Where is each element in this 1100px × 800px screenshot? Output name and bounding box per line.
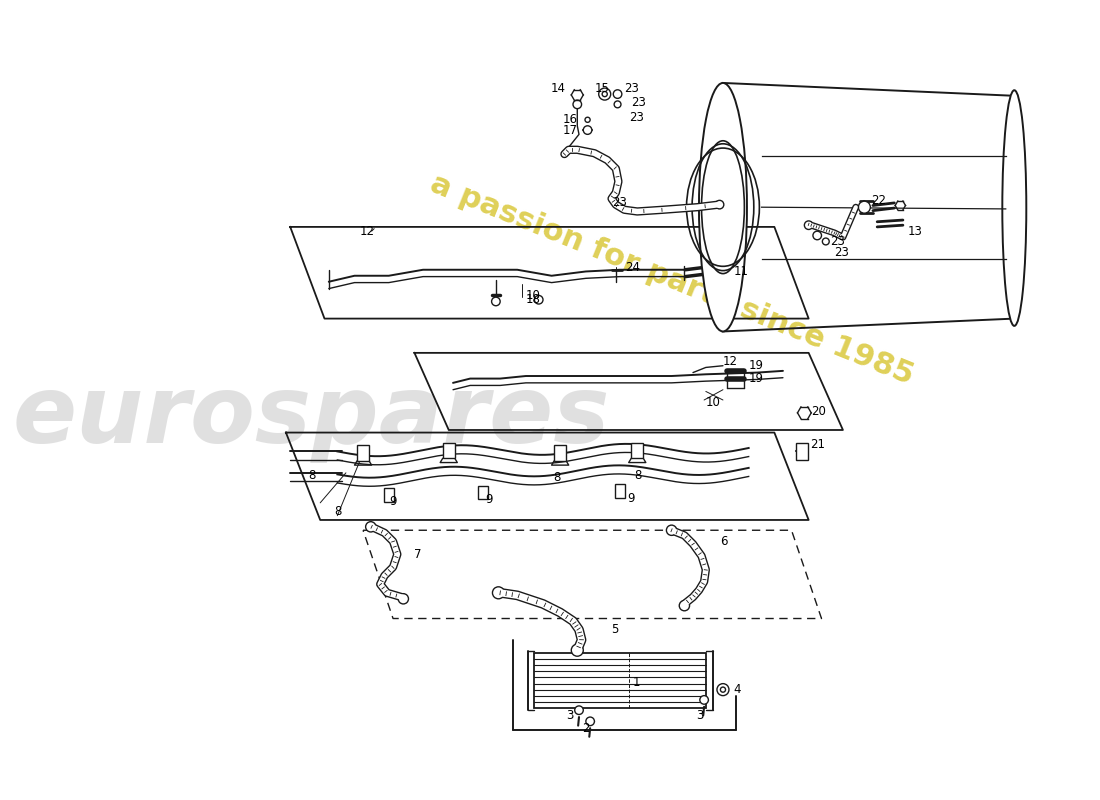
Text: 9: 9 <box>627 492 635 505</box>
Text: 3: 3 <box>566 709 574 722</box>
Text: 15: 15 <box>594 82 609 95</box>
Bar <box>795 443 807 460</box>
Text: 14: 14 <box>550 82 565 95</box>
Circle shape <box>680 601 690 610</box>
Circle shape <box>493 587 505 599</box>
Circle shape <box>535 295 543 304</box>
Ellipse shape <box>1002 90 1026 326</box>
Text: 12: 12 <box>360 225 374 238</box>
Text: 8: 8 <box>309 469 316 482</box>
Bar <box>358 446 370 461</box>
Text: 4: 4 <box>734 683 740 696</box>
Text: 11: 11 <box>734 265 748 278</box>
Text: 23: 23 <box>631 96 646 109</box>
Circle shape <box>583 126 592 134</box>
Text: 9: 9 <box>388 494 396 508</box>
Circle shape <box>720 687 726 692</box>
Circle shape <box>804 221 813 230</box>
Circle shape <box>717 684 729 696</box>
Bar <box>535 653 706 709</box>
Circle shape <box>573 100 582 109</box>
Circle shape <box>586 717 594 726</box>
Text: 5: 5 <box>612 623 619 636</box>
Text: 8: 8 <box>334 505 342 518</box>
Text: 10: 10 <box>526 289 541 302</box>
Circle shape <box>398 594 408 604</box>
Bar <box>631 443 644 458</box>
Text: 10: 10 <box>706 396 721 409</box>
Circle shape <box>585 118 590 122</box>
Bar <box>554 446 566 461</box>
Circle shape <box>715 200 724 209</box>
Bar <box>615 484 625 498</box>
Text: 12: 12 <box>723 355 738 368</box>
Text: 23: 23 <box>612 197 627 210</box>
Circle shape <box>813 231 822 240</box>
Text: 1: 1 <box>632 676 640 690</box>
Text: 8: 8 <box>553 470 560 484</box>
Text: 16: 16 <box>562 114 578 126</box>
Text: 8: 8 <box>635 469 641 482</box>
Text: 2: 2 <box>582 722 590 734</box>
Text: 3: 3 <box>696 709 703 722</box>
Text: 23: 23 <box>835 246 849 259</box>
Text: 6: 6 <box>720 535 728 548</box>
Circle shape <box>492 297 500 306</box>
Circle shape <box>574 706 583 714</box>
Circle shape <box>571 644 583 656</box>
Bar <box>443 443 454 458</box>
Text: 7: 7 <box>415 548 422 561</box>
Text: 19: 19 <box>749 359 763 372</box>
Circle shape <box>365 522 376 532</box>
Bar <box>477 486 488 499</box>
Circle shape <box>602 91 607 97</box>
Circle shape <box>614 90 622 98</box>
Circle shape <box>614 101 622 108</box>
Text: 19: 19 <box>749 372 763 385</box>
Circle shape <box>598 88 611 100</box>
Text: 23: 23 <box>629 110 644 124</box>
Circle shape <box>700 696 708 704</box>
Text: 9: 9 <box>485 493 493 506</box>
Text: a passion for parts since 1985: a passion for parts since 1985 <box>426 170 917 390</box>
Text: 22: 22 <box>871 194 887 207</box>
Circle shape <box>823 238 829 245</box>
Text: eurospares: eurospares <box>13 371 611 463</box>
Text: 18: 18 <box>526 294 541 306</box>
Circle shape <box>858 201 870 213</box>
Circle shape <box>667 525 676 535</box>
Text: 20: 20 <box>811 405 826 418</box>
Text: 13: 13 <box>908 225 922 238</box>
Text: 17: 17 <box>562 123 578 137</box>
Text: 23: 23 <box>830 235 845 248</box>
Text: 21: 21 <box>811 438 825 451</box>
Ellipse shape <box>698 83 747 331</box>
Text: 24: 24 <box>625 261 640 274</box>
Bar <box>384 488 394 502</box>
Text: 23: 23 <box>625 82 639 95</box>
